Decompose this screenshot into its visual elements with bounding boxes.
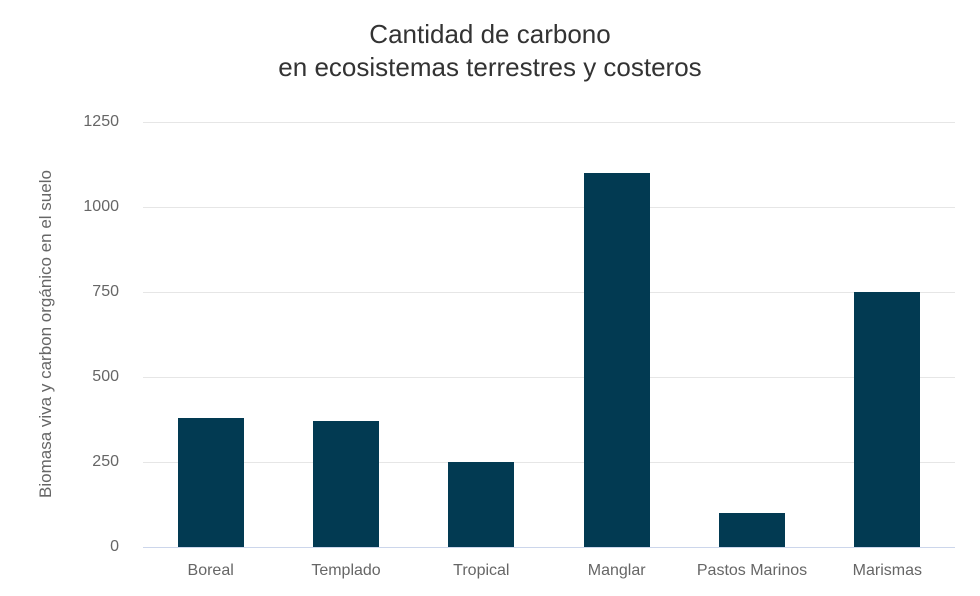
bar-tropical[interactable] — [448, 462, 515, 547]
bar-pastos-marinos[interactable] — [719, 513, 785, 547]
gridline — [143, 377, 955, 378]
x-axis-line — [143, 547, 955, 548]
bar-marismas[interactable] — [854, 292, 921, 547]
plot-area: 0 250 500 750 1000 1250 Boreal Templado Tropical… — [83, 113, 955, 579]
x-tick-label: Manglar — [587, 562, 646, 579]
chart-title: Cantidad de carbono en ecosistemas terre… — [0, 18, 980, 84]
x-tick-label: Pastos Marinos — [696, 562, 808, 579]
gridline — [143, 292, 955, 293]
x-tick-label: Boreal — [187, 562, 234, 579]
bar-manglar[interactable] — [583, 173, 650, 547]
chart-title-line2: en ecosistemas terrestres y costeros — [278, 52, 702, 82]
y-tick-label: 750 — [92, 283, 119, 300]
y-tick-label: 500 — [92, 368, 119, 385]
gridline — [143, 207, 955, 208]
chart-title-line1: Cantidad de carbono — [369, 19, 611, 49]
y-axis-label: Biomasa viva y carbon orgánico en el sue… — [36, 170, 55, 498]
y-tick-label: 1000 — [83, 198, 119, 215]
x-tick-label: Templado — [311, 562, 381, 579]
x-tick-label: Marismas — [852, 562, 922, 579]
y-tick-label: 250 — [92, 453, 119, 470]
y-tick-label: 0 — [110, 538, 119, 555]
x-tick-label: Tropical — [453, 562, 510, 579]
y-tick-label: 1250 — [83, 113, 119, 130]
bar-templado[interactable] — [313, 421, 379, 547]
gridline — [143, 462, 955, 463]
bar-boreal[interactable] — [177, 417, 244, 547]
gridline — [143, 122, 955, 123]
